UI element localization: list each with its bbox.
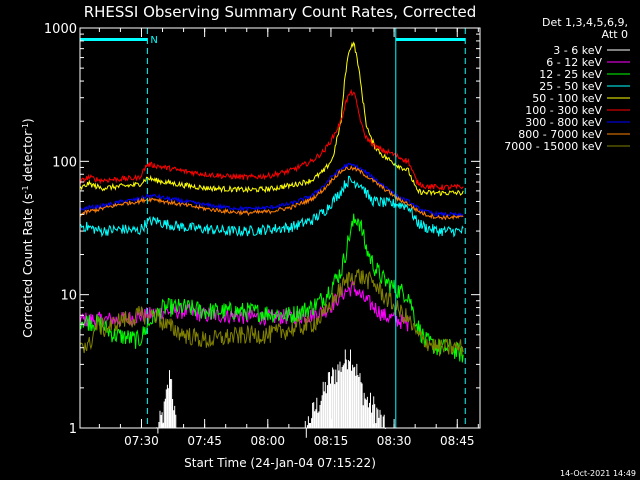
- x-axis-label: Start Time (24-Jan-04 07:15:22): [184, 456, 376, 470]
- x-tick-label: 08:30: [377, 434, 412, 448]
- legend-label: 300 - 800 keV: [525, 116, 602, 129]
- x-tick-label: 07:45: [187, 434, 222, 448]
- legend-label: 25 - 50 keV: [539, 80, 602, 93]
- series-line-100-300kev: [79, 88, 464, 191]
- legend-header-line-2: Att 0: [602, 28, 628, 41]
- y-tick-label: 10: [60, 289, 77, 304]
- x-tick-label: 08:15: [314, 434, 349, 448]
- attenuator-marker-label: N: [150, 35, 157, 46]
- y-tick-label: 1: [69, 422, 77, 437]
- legend-label: 800 - 7000 keV: [518, 128, 602, 141]
- legend-label: 7000 - 15000 keV: [504, 140, 602, 153]
- legend-label: 3 - 6 keV: [553, 44, 602, 57]
- series-line-12-25kev: [79, 213, 464, 363]
- series-line-25-50kev: [79, 175, 464, 238]
- y-tick-label: 1000: [44, 22, 77, 37]
- y-tick-label: 100: [52, 155, 77, 170]
- legend-label: 100 - 300 keV: [525, 104, 602, 117]
- night-interval-bar: [395, 38, 466, 41]
- x-tick-label: 08:45: [440, 434, 475, 448]
- chart-title: RHESSI Observing Summary Count Rates, Co…: [84, 3, 477, 21]
- x-tick-label: 08:00: [250, 434, 285, 448]
- x-axis: 07:30 07:45 08:00 08:15 08:30 08:45: [98, 28, 479, 448]
- legend-header-line-1: Det 1,3,4,5,6,9,: [542, 16, 628, 29]
- axes-frame: [79, 27, 481, 429]
- legend-label: 50 - 100 keV: [532, 92, 602, 105]
- y-axis: 1 10 100 1000: [44, 22, 480, 437]
- legend-label: 6 - 12 keV: [546, 56, 602, 69]
- generation-timestamp: 14-Oct-2021 14:49: [560, 469, 636, 478]
- series-line-7000-15000kev: [79, 268, 464, 357]
- y-axis-label: Corrected Count Rate (s-1 detector-1): [21, 118, 36, 337]
- series-line-50-100kev: [79, 41, 464, 197]
- night-interval-bar: [80, 38, 148, 41]
- x-tick-label: 07:30: [124, 434, 159, 448]
- legend-label: 12 - 25 keV: [539, 68, 602, 81]
- series-line-800-7000kev: [79, 165, 464, 221]
